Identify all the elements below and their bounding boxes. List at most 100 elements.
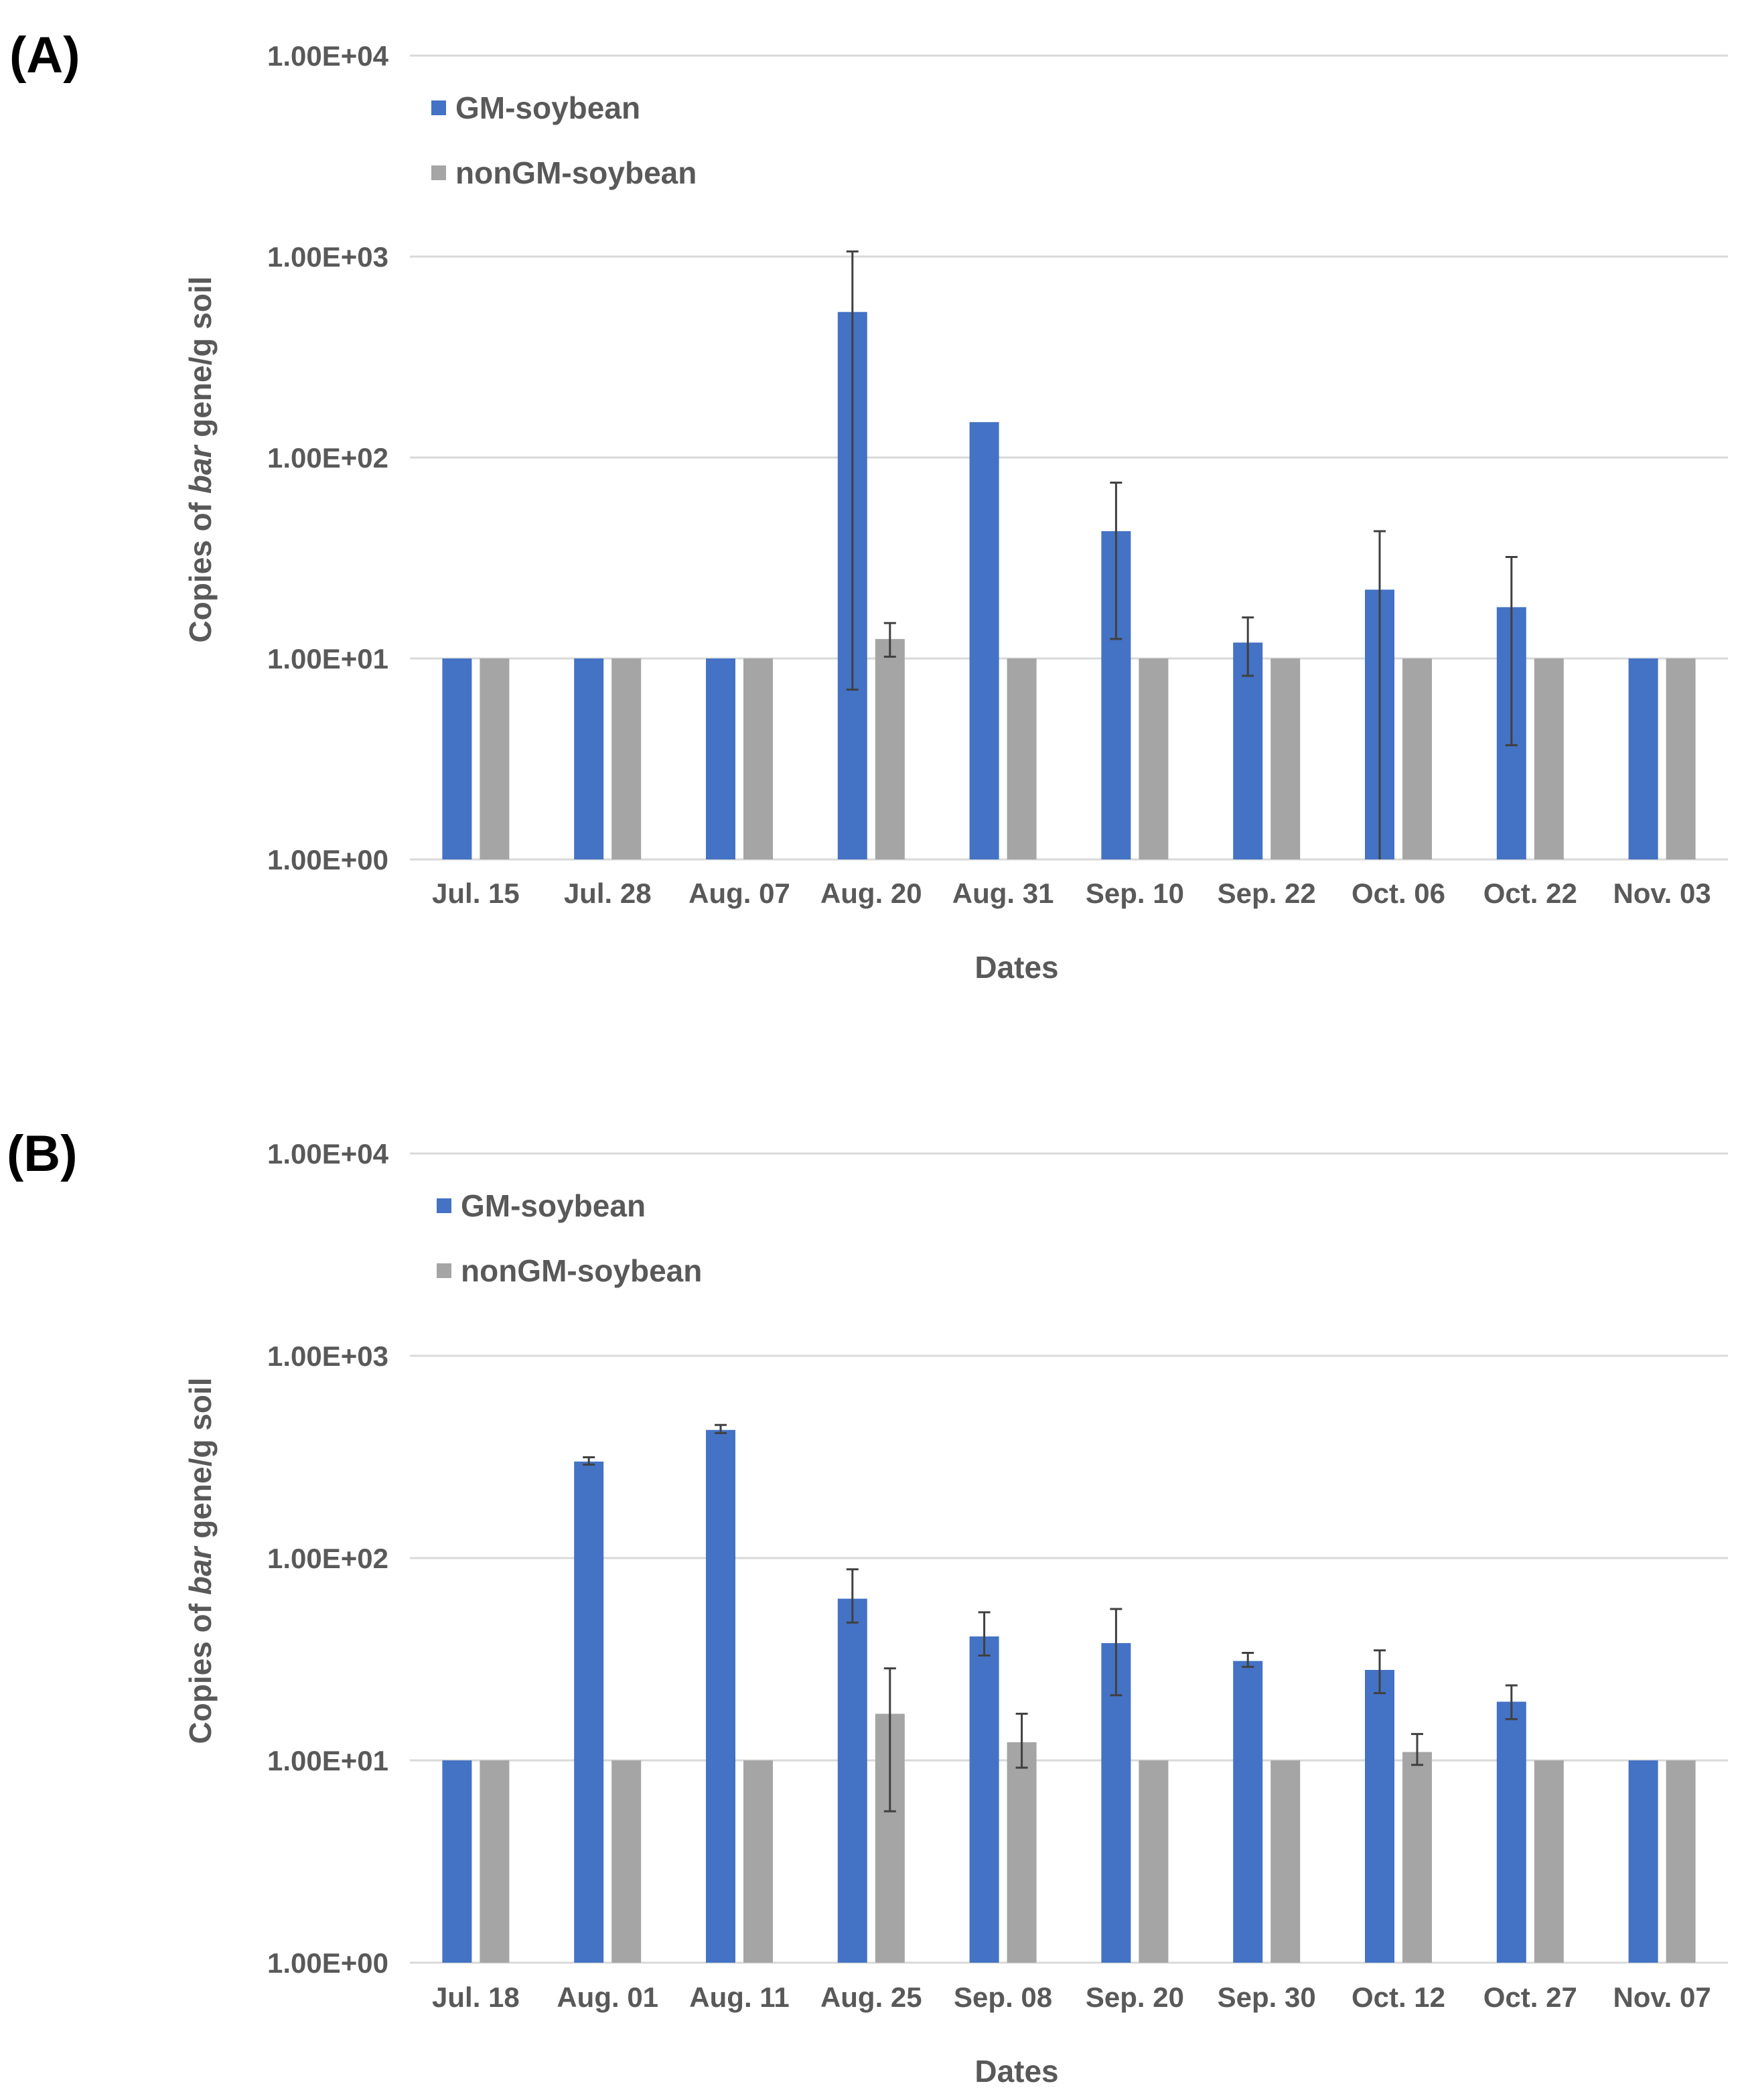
- error-bar: [1110, 1608, 1122, 1697]
- x-tick-label: Nov. 07: [1613, 1981, 1711, 2013]
- y-tick-label: 1.00E+00: [267, 844, 388, 876]
- legend-label-nongm-a: nonGM-soybean: [455, 155, 697, 190]
- error-bar: [1411, 1733, 1423, 1766]
- y-tick-label: 1.00E+04: [267, 40, 389, 72]
- x-tick-label: Jul. 18: [432, 1981, 520, 2013]
- x-tick-label: Sep. 30: [1218, 1981, 1316, 2013]
- bar-gm-a: [706, 658, 735, 859]
- y-axis-title-italic: bar: [183, 444, 218, 494]
- x-tick-label: Aug. 11: [689, 1981, 789, 2013]
- legend-swatch-nongm-a: [431, 165, 446, 180]
- bar-gm-b: [1628, 1760, 1658, 1963]
- bar-nongm-a: [1666, 658, 1696, 859]
- bar-gm-b: [1496, 1701, 1526, 1963]
- y-axis-title-prefix: Copies of: [183, 1595, 218, 1744]
- error-bar: [846, 250, 859, 691]
- plot-area-a: 1.00E+00 1.00E+01 1.00E+02 1.00E+03 1.00E+04…: [267, 40, 1728, 909]
- error-bar: [846, 1568, 859, 1624]
- bar-gm-b: [1101, 1642, 1131, 1963]
- bar-gm-b: [442, 1760, 472, 1963]
- legend-swatch-gm-b: [437, 1198, 451, 1213]
- x-axis-title-a: Dates: [974, 950, 1058, 985]
- error-bar: [1015, 1712, 1028, 1769]
- x-tick-label: Aug. 01: [557, 1981, 658, 2013]
- x-tick-label: Aug. 07: [688, 878, 790, 909]
- bar-gm-b: [1365, 1669, 1394, 1963]
- x-tick-label: Aug. 31: [952, 878, 1054, 909]
- bar-gm-a: [969, 422, 999, 859]
- y-tick-label: 1.00E+00: [267, 1947, 388, 1979]
- bar-gm-a: [1233, 642, 1263, 859]
- x-tick-label: Oct. 22: [1483, 878, 1577, 909]
- x-tick-label: Oct. 27: [1483, 1981, 1577, 2013]
- x-axis-title-b: Dates: [974, 2054, 1058, 2089]
- bar-nongm-b: [1271, 1760, 1301, 1963]
- bar-gm-b: [706, 1429, 735, 1963]
- bar-gm-a: [574, 658, 604, 859]
- bar-nongm-a: [875, 638, 905, 859]
- x-tick-label: Oct. 12: [1352, 1981, 1445, 2013]
- bar-nongm-a: [480, 658, 510, 859]
- legend-label-gm-b: GM-soybean: [461, 1188, 646, 1223]
- y-tick-label: 1.00E+02: [267, 442, 388, 474]
- x-tick-label: Sep. 08: [954, 1981, 1052, 2013]
- error-bar: [583, 1456, 595, 1466]
- bar-nongm-b: [1139, 1760, 1169, 1963]
- bar-nongm-a: [1534, 658, 1564, 859]
- x-tick-label: Nov. 03: [1613, 878, 1711, 909]
- y-axis-title-b: Copies of bar gene/g soil: [183, 1378, 218, 1744]
- bar-nongm-b: [611, 1760, 642, 1963]
- bar-gm-a: [1628, 658, 1658, 859]
- bar-gm-a: [442, 658, 472, 859]
- legend-label-gm-a: GM-soybean: [455, 90, 640, 125]
- error-bar: [1242, 1651, 1254, 1668]
- legend-b: GM-soybean nonGM-soybean: [437, 1188, 702, 1288]
- bar-nongm-b: [480, 1760, 510, 1963]
- bar-gm-b: [1233, 1661, 1263, 1963]
- y-axis-title-a: Copies of bar gene/g soil: [183, 277, 218, 643]
- legend-a: GM-soybean nonGM-soybean: [431, 90, 697, 190]
- error-bar: [715, 1423, 727, 1434]
- bar-nongm-a: [1271, 658, 1301, 859]
- x-tick-label: Sep. 22: [1218, 878, 1316, 909]
- bar-nongm-a: [1007, 658, 1037, 859]
- bar-nongm-a: [743, 658, 773, 859]
- x-tick-label: Jul. 15: [432, 878, 520, 909]
- error-bar: [1374, 1649, 1386, 1695]
- plot-area-b: 1.00E+00 1.00E+01 1.00E+02 1.00E+03 1.00E+04…: [267, 1138, 1728, 2013]
- panel-label-a: (A): [9, 27, 80, 84]
- x-tick-label: Jul. 28: [564, 878, 652, 909]
- y-axis-title-italic: bar: [183, 1545, 218, 1595]
- legend-label-nongm-b: nonGM-soybean: [461, 1253, 702, 1288]
- bar-nongm-b: [1666, 1760, 1696, 1963]
- y-tick-label: 1.00E+02: [267, 1543, 388, 1574]
- error-bar: [1505, 1684, 1518, 1720]
- x-tick-label: Sep. 10: [1086, 878, 1184, 909]
- bar-nongm-b: [1534, 1760, 1564, 1963]
- bar-gm-b: [969, 1636, 999, 1963]
- x-tick-label: Oct. 06: [1352, 878, 1445, 909]
- bar-nongm-b: [1402, 1752, 1432, 1963]
- bar-nongm-b: [1007, 1742, 1037, 1963]
- error-bar: [1242, 616, 1254, 677]
- error-bar: [1505, 555, 1518, 747]
- error-bar: [883, 1667, 896, 1813]
- x-tick-label: Aug. 20: [820, 878, 922, 909]
- y-tick-label: 1.00E+03: [267, 241, 388, 273]
- error-bar: [1374, 530, 1386, 859]
- bar-nongm-a: [611, 658, 642, 859]
- y-tick-label: 1.00E+03: [267, 1340, 388, 1372]
- bar-gm-b: [574, 1461, 604, 1963]
- y-axis-title-suffix: gene/g soil: [183, 1378, 218, 1547]
- x-tick-label: Aug. 25: [820, 1981, 922, 2013]
- legend-swatch-gm-a: [431, 100, 446, 115]
- legend-swatch-nongm-b: [437, 1263, 451, 1278]
- panel-label-b: (B): [7, 1125, 78, 1182]
- error-bar: [978, 1611, 991, 1657]
- bar-nongm-a: [1139, 658, 1169, 859]
- bar-nongm-a: [1402, 658, 1432, 859]
- x-tick-label: Sep. 20: [1086, 1981, 1184, 2013]
- y-axis-title-prefix: Copies of: [183, 494, 218, 642]
- y-axis-title-suffix: gene/g soil: [183, 277, 218, 446]
